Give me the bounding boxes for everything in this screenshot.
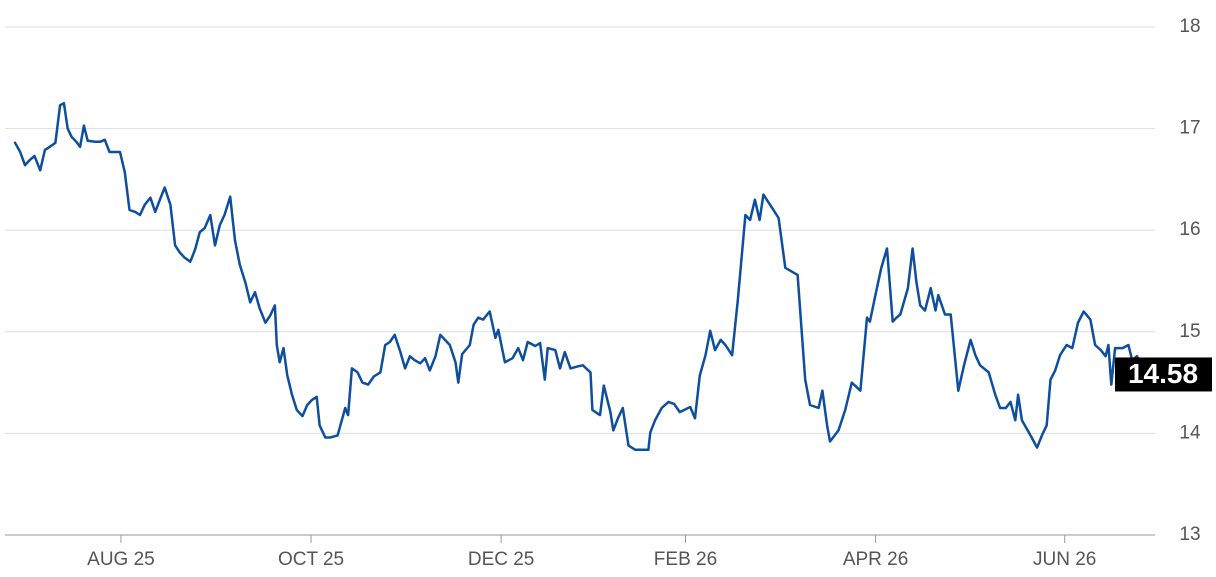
x-tick-label: APR 26	[843, 549, 908, 570]
y-tick-label: 13	[1179, 524, 1200, 545]
x-tick-label: FEB 26	[654, 549, 717, 570]
price-line	[13, 101, 1150, 451]
x-tick-label: JUN 26	[1033, 549, 1096, 570]
y-tick-label: 17	[1179, 118, 1200, 139]
y-tick-label: 16	[1179, 219, 1200, 240]
y-tick-label: 14	[1179, 422, 1201, 443]
last-value-label: 14.58	[1128, 358, 1198, 389]
y-tick-label: 18	[1179, 16, 1200, 37]
x-tick-label: DEC 25	[468, 549, 535, 570]
x-tick-label: OCT 25	[278, 549, 344, 570]
x-tick-label: AUG 25	[87, 549, 155, 570]
y-tick-label: 15	[1179, 321, 1200, 342]
last-value-box	[1115, 357, 1212, 392]
